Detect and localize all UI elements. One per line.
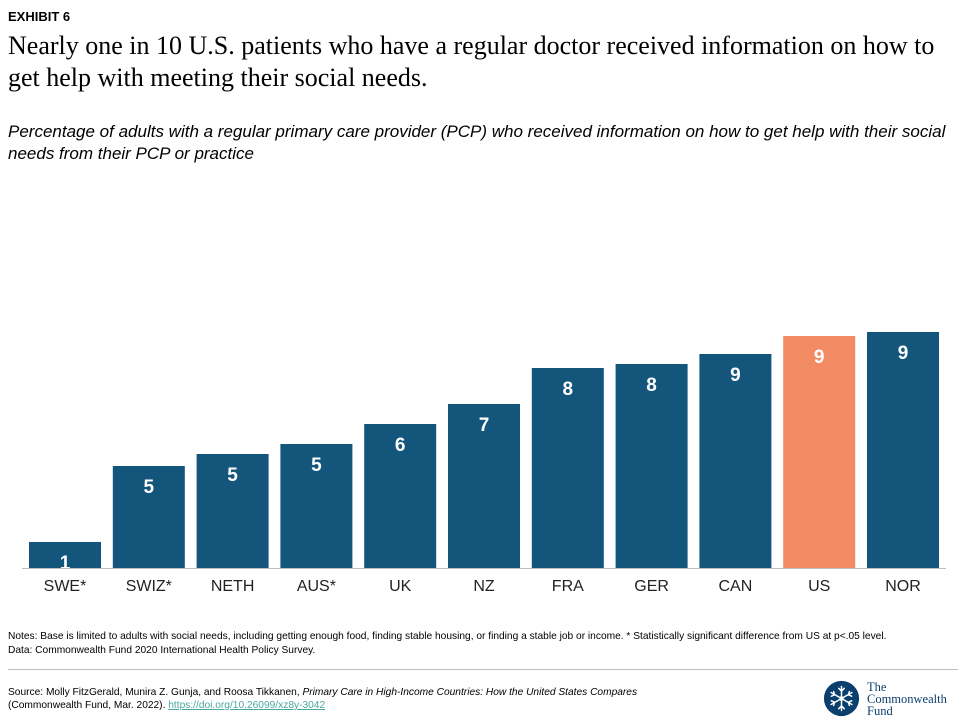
data-source-line: Data: Commonwealth Fund 2020 Internation… xyxy=(8,645,316,656)
logo-line: The xyxy=(867,680,887,694)
bar-chart: 1 SWE* 5 SWIZ* 5 NETH 5 AUS* 6 UK 7 NZ 8 FRA 8 GER 9 CAN 9… xyxy=(22,332,946,595)
page-title: Nearly one in 10 U.S. patients who have … xyxy=(8,31,935,92)
category-label: NZ xyxy=(473,578,495,595)
notes: Notes: Base is limited to adults with so… xyxy=(8,630,963,658)
category-label: SWE* xyxy=(44,578,87,595)
data-label: 8 xyxy=(646,375,657,396)
data-label: 8 xyxy=(563,379,574,400)
commonwealth-fund-logo: The Commonwealth Fund xyxy=(823,680,963,718)
source-title: Primary Care in High-Income Countries: H… xyxy=(302,687,638,698)
bar-fra xyxy=(531,368,604,568)
commonwealth-fund-logo-icon xyxy=(823,680,860,717)
bar-neth xyxy=(196,454,269,568)
bar-nz xyxy=(448,404,520,568)
bar-uk xyxy=(364,424,437,568)
bar-ger xyxy=(615,364,688,568)
category-label: CAN xyxy=(719,578,753,595)
exhibit-label: EXHIBIT 6 xyxy=(8,9,71,24)
source-doi-link[interactable]: https://doi.org/10.26099/xz8y-3042 xyxy=(168,700,326,711)
bar-aus xyxy=(280,444,353,568)
data-label: 9 xyxy=(730,365,741,386)
category-label: GER xyxy=(634,578,669,595)
data-label: 5 xyxy=(227,465,238,486)
bar-swe xyxy=(29,542,101,568)
notes-line: Notes: Base is limited to adults with so… xyxy=(8,631,887,642)
data-label: 1 xyxy=(60,553,71,574)
logo-line: Fund xyxy=(867,704,893,718)
category-label: AUS* xyxy=(297,578,336,595)
data-label: 7 xyxy=(479,415,490,436)
chart-subtitle: Percentage of adults with a regular prim… xyxy=(8,122,946,163)
category-label: NOR xyxy=(885,578,921,595)
source-authors: Source: Molly FitzGerald, Munira Z. Gunj… xyxy=(8,687,303,698)
bar-us xyxy=(783,336,856,568)
footer-divider xyxy=(8,669,958,670)
category-label: US xyxy=(808,578,830,595)
category-label: SWIZ* xyxy=(126,578,172,595)
logo-wordmark: The Commonwealth Fund xyxy=(867,680,947,718)
data-label: 5 xyxy=(311,455,322,476)
data-label: 9 xyxy=(814,347,825,368)
category-label: NETH xyxy=(211,578,255,595)
data-label: 6 xyxy=(395,435,406,456)
logo-line: Commonwealth xyxy=(867,692,947,706)
bar-swiz xyxy=(112,466,185,568)
category-label: FRA xyxy=(552,578,584,595)
source-publisher: (Commonwealth Fund, Mar. 2022). xyxy=(8,700,169,711)
bar-nor xyxy=(867,332,939,568)
category-label: UK xyxy=(389,578,412,595)
data-label: 5 xyxy=(144,477,155,498)
source-citation: Source: Molly FitzGerald, Munira Z. Gunj… xyxy=(8,686,808,712)
bar-can xyxy=(699,354,772,568)
data-label: 9 xyxy=(898,343,909,364)
